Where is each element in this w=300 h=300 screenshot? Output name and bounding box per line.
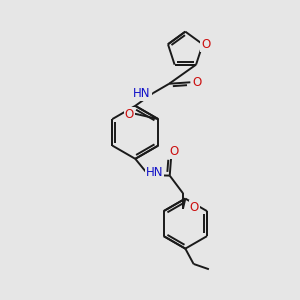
Text: O: O (192, 76, 201, 89)
Text: HN: HN (133, 87, 151, 100)
Text: O: O (190, 201, 199, 214)
Text: O: O (169, 145, 178, 158)
Text: O: O (201, 38, 210, 51)
Text: O: O (124, 108, 134, 121)
Text: HN: HN (146, 166, 163, 179)
